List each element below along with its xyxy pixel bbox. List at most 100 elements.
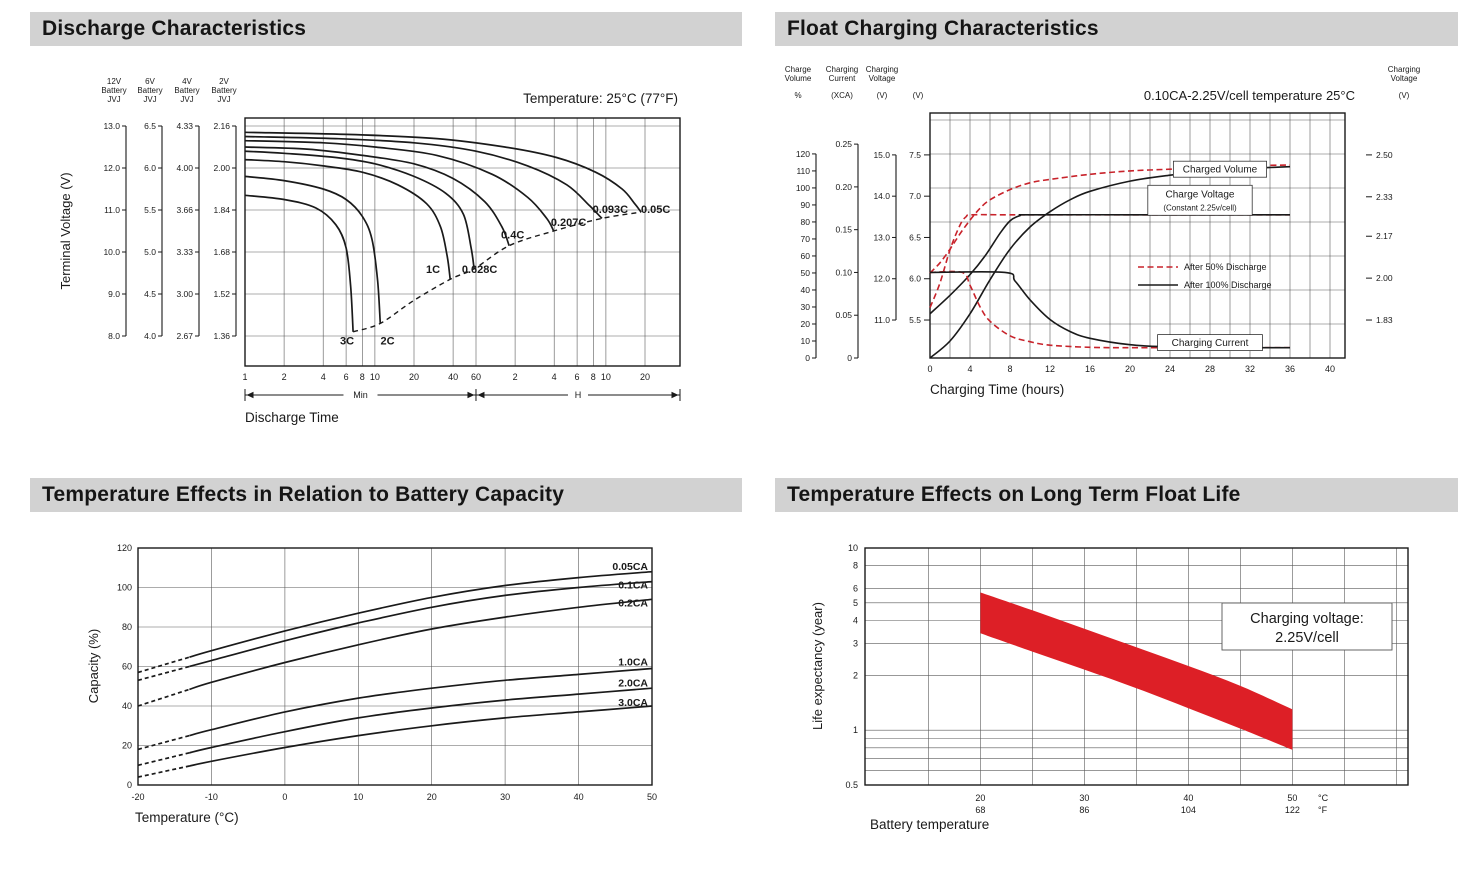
x-tick-label-fahrenheit: 86 <box>1079 805 1089 815</box>
curve-label-0.093C: 0.093C <box>593 204 629 216</box>
capacity-curve-3.0CA <box>189 705 653 767</box>
scale-tick-label: 5.5 <box>144 205 156 215</box>
scale-header: 12V <box>107 77 122 86</box>
x-tick-label-celsius: 50 <box>1287 793 1297 803</box>
x-tick-label: 20 <box>427 792 437 802</box>
annotation-line-1: Charging voltage: <box>1250 611 1364 627</box>
x-tick-label: 8 <box>360 372 365 382</box>
axis-tick-label: 50 <box>801 268 811 278</box>
scale-tick-label: 1.84 <box>213 205 230 215</box>
x-tick-label: 4 <box>967 364 972 374</box>
scale-tick-label: 2.67 <box>176 331 193 341</box>
scale-tick-label: 8.0 <box>108 331 120 341</box>
scale-header: JVJ <box>180 95 193 104</box>
axis-tick-label: 100 <box>796 183 810 193</box>
y-tick-label: 6 <box>853 583 858 593</box>
axis-header: Volume <box>785 74 812 83</box>
section-title-temp-capacity: Temperature Effects in Relation to Batte… <box>30 478 742 512</box>
y-axis-title: Capacity (%) <box>86 629 101 703</box>
curve-label: Charged Volume <box>1183 165 1258 176</box>
x-tick-label: 60 <box>471 372 481 382</box>
scale-tick-label: 3.00 <box>176 289 193 299</box>
axis-tick-label: 0 <box>847 353 852 363</box>
discharge-curve-2C <box>244 175 382 324</box>
scale-tick-label: 1.68 <box>213 247 230 257</box>
y-tick-label: 0 <box>127 780 132 790</box>
y-tick-label: 8 <box>853 561 858 571</box>
discharge-curve-0.4C <box>244 146 510 246</box>
scale-header: Battery <box>211 86 236 95</box>
x-tick-label: 40 <box>1325 364 1335 374</box>
scale-header: Battery <box>101 86 126 95</box>
y-tick-label: 2 <box>853 670 858 680</box>
axis-tick-label: 10 <box>801 336 811 346</box>
capacity-curve-dashed-2.0CA <box>137 751 190 767</box>
scale-tick-label: 6.5 <box>144 121 156 131</box>
charge-voltage-after-50 <box>929 213 1290 308</box>
axis-tick-label: 30 <box>801 302 811 312</box>
plot-frame <box>137 547 653 786</box>
float-charging-plot: 0 4 8 12 16 20 24 28 32 36 40 Charging Time (hours)… <box>785 65 1421 397</box>
y-axis-title: Life expectancy (year) <box>810 602 825 730</box>
x-tick-label: 6 <box>344 372 349 382</box>
scale-tick-label: 11.0 <box>104 205 120 215</box>
section-title-float-life: Temperature Effects on Long Term Float L… <box>775 478 1458 512</box>
curve-label-box <box>1172 160 1267 178</box>
minutes-unit-label: Min <box>353 390 368 400</box>
curve-label-0.1CA: 0.1CA <box>618 580 648 592</box>
scale-tick-label: 1.52 <box>213 289 230 299</box>
axis-unit: % <box>794 91 801 100</box>
annotation-box <box>1221 602 1393 651</box>
axis-header: Charging <box>866 65 898 74</box>
capacity-curve-0.2CA <box>189 598 653 691</box>
axis-header: Voltage <box>869 74 896 83</box>
x-axis-title: Temperature (°C) <box>135 810 239 825</box>
arrowhead <box>467 391 475 399</box>
scale-tick-label: 4.00 <box>176 163 193 173</box>
capacity-curve-dashed-0.05CA <box>137 656 190 674</box>
axis-tick-label: 0 <box>805 353 810 363</box>
axis-tick-label: 0.15 <box>835 225 852 235</box>
scale-header: Battery <box>137 86 162 95</box>
scale-tick-label: 9.0 <box>108 289 120 299</box>
y-tick-label: 0.5 <box>845 780 858 790</box>
axis-tick-label: 0.25 <box>835 139 852 149</box>
y-tick-label: 4 <box>853 615 858 625</box>
capacity-curve-dashed-1.0CA <box>137 734 190 751</box>
curve-label-3.0CA: 3.0CA <box>618 697 648 709</box>
axis-header: Charging <box>1388 65 1420 74</box>
axis-header: Voltage <box>1391 74 1418 83</box>
x-tick-label: 2 <box>282 372 287 382</box>
curve-label: Charge Voltage <box>1166 189 1235 200</box>
capacity-curve-0.1CA <box>189 580 653 668</box>
x-tick-label: 28 <box>1205 364 1215 374</box>
arrowhead <box>477 391 485 399</box>
scale-tick-label: 12.0 <box>103 163 120 173</box>
curve-label-0.207C: 0.207C <box>551 217 587 229</box>
x-tick-label-fahrenheit: 68 <box>975 805 985 815</box>
hours-unit-label: H <box>575 390 582 400</box>
y-tick-label: 60 <box>122 662 132 672</box>
x-axis-title: Battery temperature <box>870 817 989 832</box>
scale-header: JVJ <box>217 95 230 104</box>
plot-frame <box>929 112 1346 359</box>
x-tick-label-celsius: 20 <box>975 793 985 803</box>
axis-unit: (V) <box>877 91 888 100</box>
scale-tick-label: 3.66 <box>176 205 193 215</box>
axis-tick-label: 1.83 <box>1376 315 1393 325</box>
x-tick-label: 50 <box>647 792 657 802</box>
scale-tick-label: 2.00 <box>213 163 230 173</box>
axis-tick-label: 0.05 <box>835 310 852 320</box>
life-expectancy-band <box>980 592 1293 750</box>
y-tick-label: 1 <box>853 725 858 735</box>
x-tick-label: 8 <box>591 372 596 382</box>
x-tick-label: 32 <box>1245 364 1255 374</box>
axis-tick-label: 0.10 <box>835 267 852 277</box>
x-tick-label: 12 <box>1045 364 1055 374</box>
axis-tick-label: 110 <box>796 166 810 176</box>
y-tick-label: 20 <box>122 741 132 751</box>
scale-header: Battery <box>174 86 199 95</box>
axis-tick-label: 12.0 <box>873 274 890 284</box>
axis-tick-label: 6.0 <box>909 274 921 284</box>
